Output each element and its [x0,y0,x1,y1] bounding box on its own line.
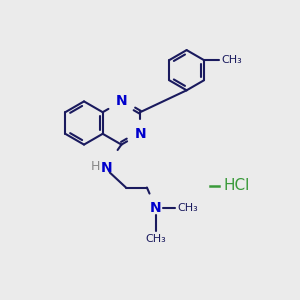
Text: CH₃: CH₃ [221,55,242,65]
Text: CH₃: CH₃ [146,234,166,244]
Text: CH₃: CH₃ [178,203,199,214]
Text: N: N [150,202,162,215]
Text: H: H [91,160,101,173]
Text: N: N [134,127,146,141]
Text: N: N [100,161,112,175]
Text: N: N [116,94,127,108]
Text: HCl: HCl [224,178,250,194]
